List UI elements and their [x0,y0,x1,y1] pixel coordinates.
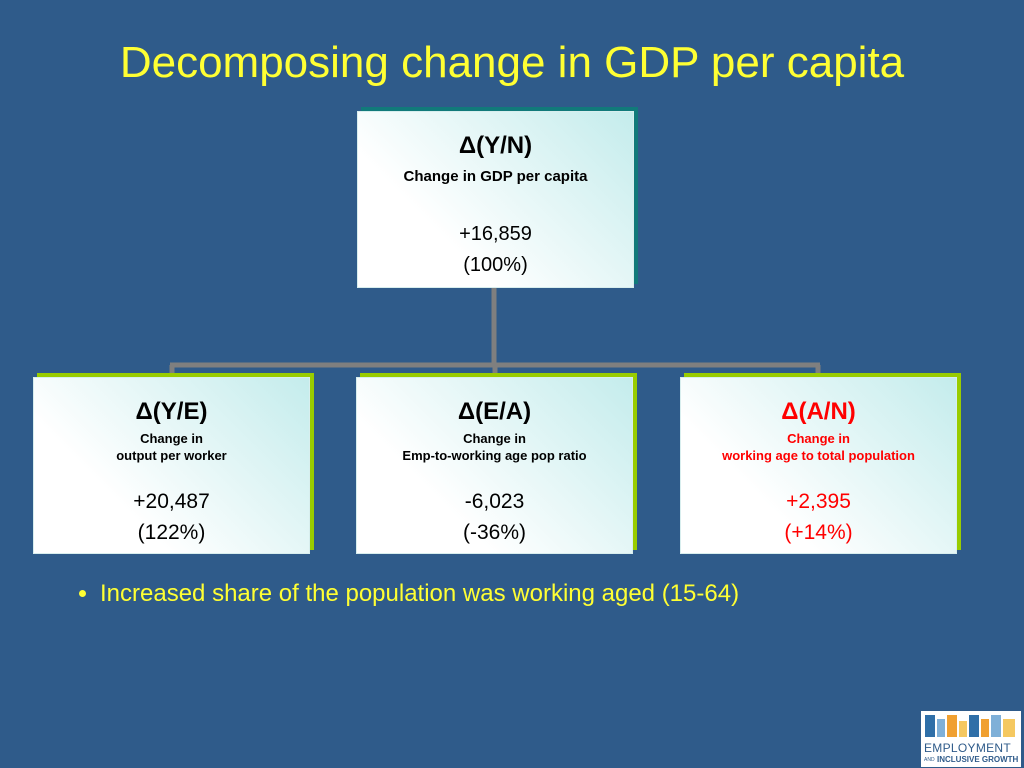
node-box: Δ(Y/N) Change in GDP per capita +16,859 (10… [357,111,634,288]
logo-text: INCLUSIVE GROWTH [937,755,1019,764]
node-label-line: Change in [140,431,203,446]
node-box: Δ(Y/E) Change in output per worker +20,487 (… [33,377,310,554]
node-box: Δ(E/A) Change in Emp-to-working age pop ra… [356,377,633,554]
node-label-line: Change in GDP per capita [403,168,588,185]
node-label-line: working age to total population [722,448,915,463]
logo: EMPLOYMENT AND INCLUSIVE GROWTH [921,711,1021,767]
node-label-line: output per worker [116,448,227,463]
node-label-line: Change in [463,431,526,446]
node-label: Change in working age to total population [681,430,956,464]
node-value: -6,023 [464,490,525,513]
node-share: (100%) [463,254,528,276]
bullet: Increased share of the population was wo… [100,580,739,608]
logo-icon [925,715,1015,737]
node-value: +16,859 [459,223,532,245]
node-symbol: Δ(Y/E) [135,398,208,425]
node-value: +20,487 [133,490,210,513]
logo-text: AND [924,757,935,763]
title: Decomposing change in GDP per capita [119,38,905,87]
node-label: Change in output per worker [34,430,309,464]
node-values: +2,395 (+14%) [681,486,956,548]
node-box: Δ(A/N) Change in working age to total popu… [680,377,957,554]
node-value: +2,395 [786,490,851,513]
node-label-line: Change in [787,431,850,446]
node-symbol: Δ(A/N) [781,398,856,425]
bullet-list: Increased share of the population was wo… [60,580,739,608]
node-label-line: Emp-to-working age pop ratio [402,448,587,463]
node-symbol: Δ(Y/N) [458,132,533,159]
node-symbol: Δ(E/A) [457,398,532,425]
node-label: Change in GDP per capita [358,168,633,185]
logo-text: EMPLOYMENT [924,741,1012,755]
node-values: -6,023 (-36%) [357,486,632,548]
node-label: Change in Emp-to-working age pop ratio [357,430,632,464]
node-values: +16,859 (100%) [358,219,633,281]
node-share: (+14%) [784,521,853,544]
node-share: (122%) [137,521,206,544]
node-values: +20,487 (122%) [34,486,309,548]
node-share: (-36%) [462,521,526,544]
